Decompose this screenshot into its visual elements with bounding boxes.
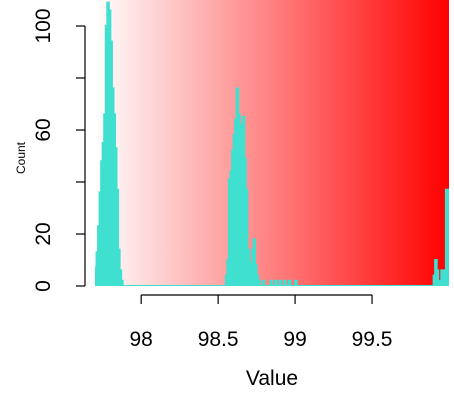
x-axis-title: Value bbox=[246, 367, 298, 390]
histogram-bin bbox=[263, 281, 265, 286]
histogram-bin bbox=[289, 281, 291, 286]
histogram-bin bbox=[258, 281, 260, 286]
histogram-bin bbox=[112, 88, 114, 286]
y-tick-label: 20 bbox=[32, 222, 55, 245]
x-tick-label: 98.5 bbox=[198, 328, 239, 351]
y-tick-label: 60 bbox=[32, 118, 55, 141]
histogram-bin bbox=[441, 270, 443, 286]
histogram-bin bbox=[113, 114, 115, 286]
y-tick-label: 0 bbox=[32, 280, 55, 292]
histogram-bin bbox=[115, 148, 117, 286]
histogram-bin bbox=[295, 281, 297, 286]
histogram-bin bbox=[230, 172, 232, 286]
histogram-bin bbox=[227, 260, 229, 286]
histogram-bin bbox=[443, 270, 445, 286]
y-tick-label: 100 bbox=[32, 8, 55, 43]
histogram-bin bbox=[235, 120, 237, 286]
histogram-bin bbox=[244, 159, 246, 286]
histogram-bin bbox=[257, 276, 259, 286]
histogram-bars bbox=[95, 1, 449, 286]
histogram-bin bbox=[226, 276, 228, 286]
histogram-bin bbox=[101, 161, 103, 286]
histogram-bin bbox=[240, 125, 242, 286]
histogram-bin bbox=[255, 265, 257, 286]
histogram-bin bbox=[110, 42, 112, 286]
histogram-bin bbox=[107, 3, 109, 286]
histogram-bin bbox=[232, 151, 234, 286]
histogram-bin bbox=[229, 179, 231, 286]
histogram-bin bbox=[98, 226, 100, 286]
histogram-bin bbox=[106, 26, 108, 286]
x-tick-label: 99.5 bbox=[352, 328, 393, 351]
histogram-line bbox=[95, 1, 449, 286]
histogram-bin bbox=[250, 265, 252, 286]
plot-background bbox=[95, 0, 449, 286]
histogram-bin bbox=[280, 281, 282, 286]
histogram-bin bbox=[103, 143, 105, 286]
y-axis: 0 20 60 100 bbox=[32, 8, 86, 292]
histogram-bin bbox=[284, 281, 286, 286]
histogram-bin bbox=[447, 190, 449, 286]
histogram-bin bbox=[440, 281, 442, 286]
histogram-bin bbox=[243, 117, 245, 286]
histogram-bin bbox=[241, 164, 243, 286]
histogram-bin bbox=[247, 250, 249, 286]
histogram-bin bbox=[275, 281, 277, 286]
histogram-bin bbox=[252, 250, 254, 286]
histogram-bin bbox=[121, 281, 123, 286]
histogram-bin bbox=[234, 135, 236, 286]
histogram-bin bbox=[435, 260, 437, 286]
histogram-bin bbox=[270, 281, 272, 286]
histogram-bin bbox=[238, 114, 240, 286]
histogram-bin bbox=[434, 276, 436, 286]
histogram-bin bbox=[97, 252, 99, 286]
y-axis-count-label: Count bbox=[14, 141, 28, 174]
histogram-bin bbox=[100, 192, 102, 286]
histogram-bin bbox=[249, 263, 251, 286]
histogram-bin bbox=[246, 190, 248, 286]
x-tick-label: 99 bbox=[283, 328, 306, 351]
histogram-bin bbox=[117, 190, 119, 286]
histogram-bin bbox=[237, 88, 239, 286]
histogram-bin bbox=[95, 268, 97, 286]
x-tick-label: 98 bbox=[129, 328, 152, 351]
histogram-bin bbox=[120, 270, 122, 286]
histogram-bin bbox=[437, 270, 439, 286]
histogram-bin bbox=[446, 190, 448, 286]
histogram-bin bbox=[118, 250, 120, 286]
histogram-bin bbox=[254, 239, 256, 286]
x-axis: 98 98.5 99 99.5 bbox=[129, 294, 393, 351]
histogram-bin bbox=[104, 114, 106, 286]
histogram-bin bbox=[109, 10, 111, 286]
